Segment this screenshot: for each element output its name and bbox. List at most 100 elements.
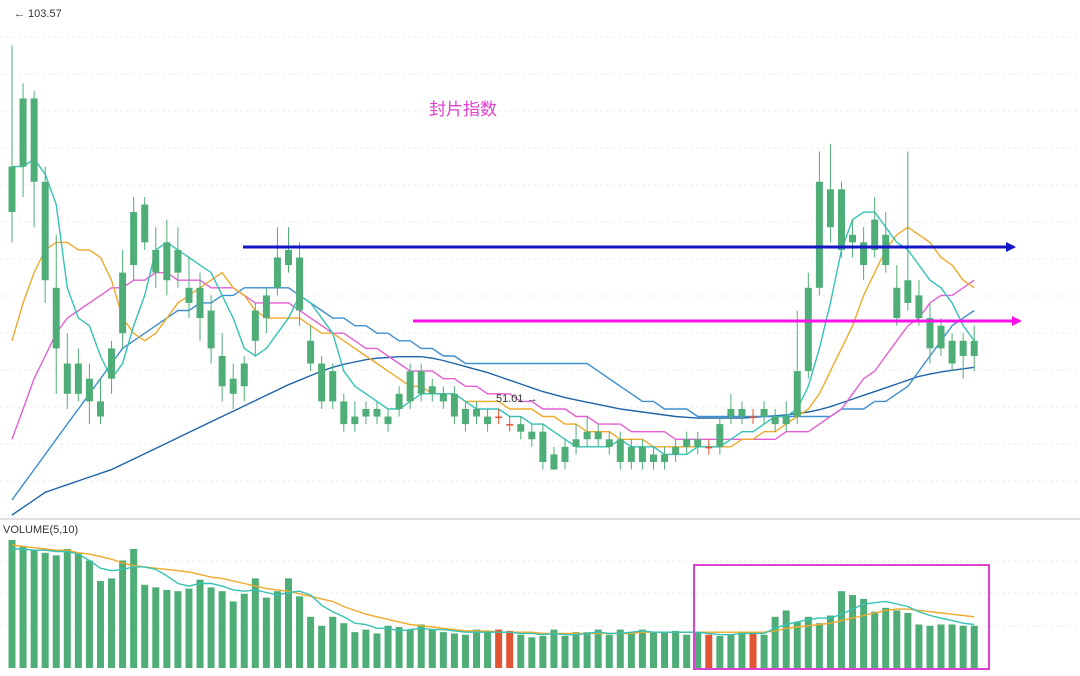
volume-highlight-box	[693, 564, 990, 670]
volume-bar	[63, 548, 71, 668]
candle-body	[130, 212, 138, 266]
candle-body	[760, 408, 768, 417]
candle-body	[572, 439, 580, 447]
volume-bar	[849, 595, 857, 668]
candle-body	[627, 446, 635, 462]
volume-bar	[307, 616, 315, 668]
candle-body	[8, 166, 16, 213]
volume-bar	[904, 612, 912, 668]
volume-bar	[273, 591, 281, 668]
volume-bar	[760, 634, 768, 668]
volume-bar	[550, 629, 558, 668]
candle-body	[96, 401, 104, 417]
volume-bar	[229, 601, 237, 668]
candle-body	[74, 363, 82, 394]
ma60-line	[11, 356, 975, 516]
candle-body	[804, 287, 812, 372]
volume-bar	[815, 623, 823, 668]
volume-bar	[594, 629, 602, 668]
volume-bar	[240, 593, 248, 668]
candle-body	[970, 340, 978, 356]
ma10-line	[11, 226, 975, 448]
candle-body	[185, 287, 193, 303]
candle-body	[450, 393, 458, 417]
volume-bar	[484, 632, 492, 668]
candle-body	[594, 431, 602, 440]
volume-bar	[417, 624, 425, 668]
ma5-line	[12, 158, 975, 456]
volume-bar	[163, 589, 171, 668]
candle-body	[904, 280, 912, 303]
candle-body	[915, 295, 923, 319]
candle-body	[561, 446, 569, 462]
candle-body	[638, 446, 646, 462]
candle-body	[782, 416, 790, 425]
candle-body	[583, 431, 591, 440]
volume-bar	[572, 632, 580, 668]
candle-body	[539, 431, 547, 462]
candle-body	[694, 439, 702, 447]
volume-bar	[473, 629, 481, 668]
candle-body	[893, 287, 901, 319]
volume-bar	[649, 632, 657, 668]
volume-bar	[406, 629, 414, 668]
candle-body	[362, 408, 370, 417]
candle-body	[937, 325, 945, 349]
candle-body	[152, 249, 160, 273]
volume-bar	[329, 616, 337, 668]
grid-layer	[0, 36, 1080, 627]
volume-bar	[318, 625, 326, 668]
volume-bar	[450, 633, 458, 668]
volume-bar	[296, 596, 304, 668]
candle-body	[672, 446, 680, 455]
volume-bar	[52, 555, 60, 668]
candle-body	[484, 416, 492, 425]
candle-body	[860, 242, 868, 266]
candle-body	[826, 189, 834, 228]
volume-bar	[683, 634, 691, 668]
max-price-label: ← 103.57	[14, 8, 62, 20]
volume-bar	[915, 624, 923, 668]
candle-body	[550, 454, 558, 470]
candle-body	[439, 393, 447, 402]
volume-bar	[871, 611, 879, 668]
candle-body	[771, 416, 779, 425]
volume-bar	[948, 624, 956, 668]
candle-body	[307, 340, 315, 364]
candle-body	[85, 378, 93, 402]
candle-body	[495, 416, 503, 419]
candle-body	[461, 408, 469, 425]
candle-body	[240, 363, 248, 387]
candle-body	[727, 408, 735, 417]
volume-bar	[926, 625, 934, 668]
volume-bar	[627, 632, 635, 668]
candle-body	[329, 371, 337, 402]
candle-body	[52, 287, 60, 349]
candle-body	[649, 454, 657, 462]
volume-bar	[439, 632, 447, 668]
candle-body	[417, 371, 425, 394]
volume-bar	[373, 633, 381, 668]
volume-bar	[207, 587, 215, 668]
volume-layer	[8, 540, 978, 668]
candle-body	[141, 204, 149, 243]
candle-body	[196, 287, 204, 319]
candle-body	[251, 310, 259, 341]
candle-body	[163, 242, 171, 281]
volume-bar	[705, 634, 713, 668]
candle-body	[948, 340, 956, 364]
volume-bar	[793, 621, 801, 668]
candle-body	[605, 439, 613, 447]
volume-bar	[804, 616, 812, 668]
volume-bar	[860, 598, 868, 668]
volume-bar	[727, 634, 735, 668]
candle-body	[296, 257, 304, 311]
volume-bar	[152, 587, 160, 668]
volume-bar	[782, 610, 790, 668]
candle-body	[528, 431, 536, 440]
volume-bar	[749, 632, 757, 668]
volume-bar	[218, 591, 226, 668]
candle-body	[473, 408, 481, 417]
